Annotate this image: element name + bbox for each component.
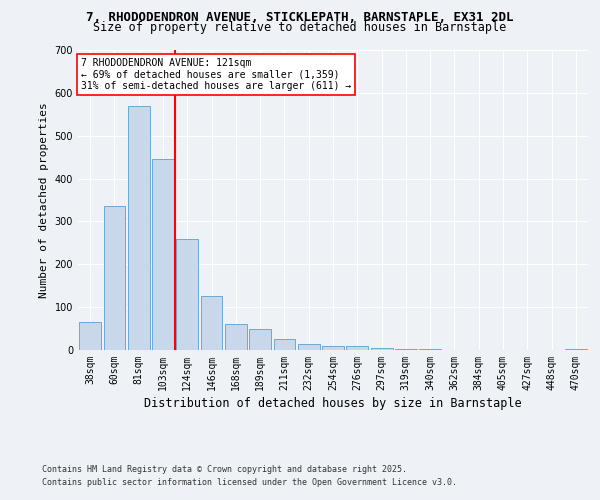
Bar	[419, 349, 441, 350]
Bar	[104, 206, 125, 350]
Y-axis label: Number of detached properties: Number of detached properties	[39, 102, 49, 298]
Bar	[79, 322, 101, 350]
Bar	[346, 346, 368, 350]
Text: Contains public sector information licensed under the Open Government Licence v3: Contains public sector information licen…	[42, 478, 457, 487]
Bar	[395, 348, 417, 350]
Text: 7 RHODODENDRON AVENUE: 121sqm
← 69% of detached houses are smaller (1,359)
31% o: 7 RHODODENDRON AVENUE: 121sqm ← 69% of d…	[80, 58, 351, 90]
Bar	[200, 296, 223, 350]
Bar	[298, 344, 320, 350]
Bar	[274, 340, 295, 350]
Bar	[176, 238, 198, 350]
Bar	[322, 346, 344, 350]
Text: Contains HM Land Registry data © Crown copyright and database right 2025.: Contains HM Land Registry data © Crown c…	[42, 466, 407, 474]
Text: Size of property relative to detached houses in Barnstaple: Size of property relative to detached ho…	[94, 21, 506, 34]
Bar	[249, 328, 271, 350]
Text: 7, RHODODENDRON AVENUE, STICKLEPATH, BARNSTAPLE, EX31 2DL: 7, RHODODENDRON AVENUE, STICKLEPATH, BAR…	[86, 11, 514, 24]
Bar	[225, 324, 247, 350]
Bar	[152, 160, 174, 350]
Bar	[371, 348, 392, 350]
X-axis label: Distribution of detached houses by size in Barnstaple: Distribution of detached houses by size …	[144, 397, 522, 410]
Bar	[565, 349, 587, 350]
Bar	[128, 106, 149, 350]
